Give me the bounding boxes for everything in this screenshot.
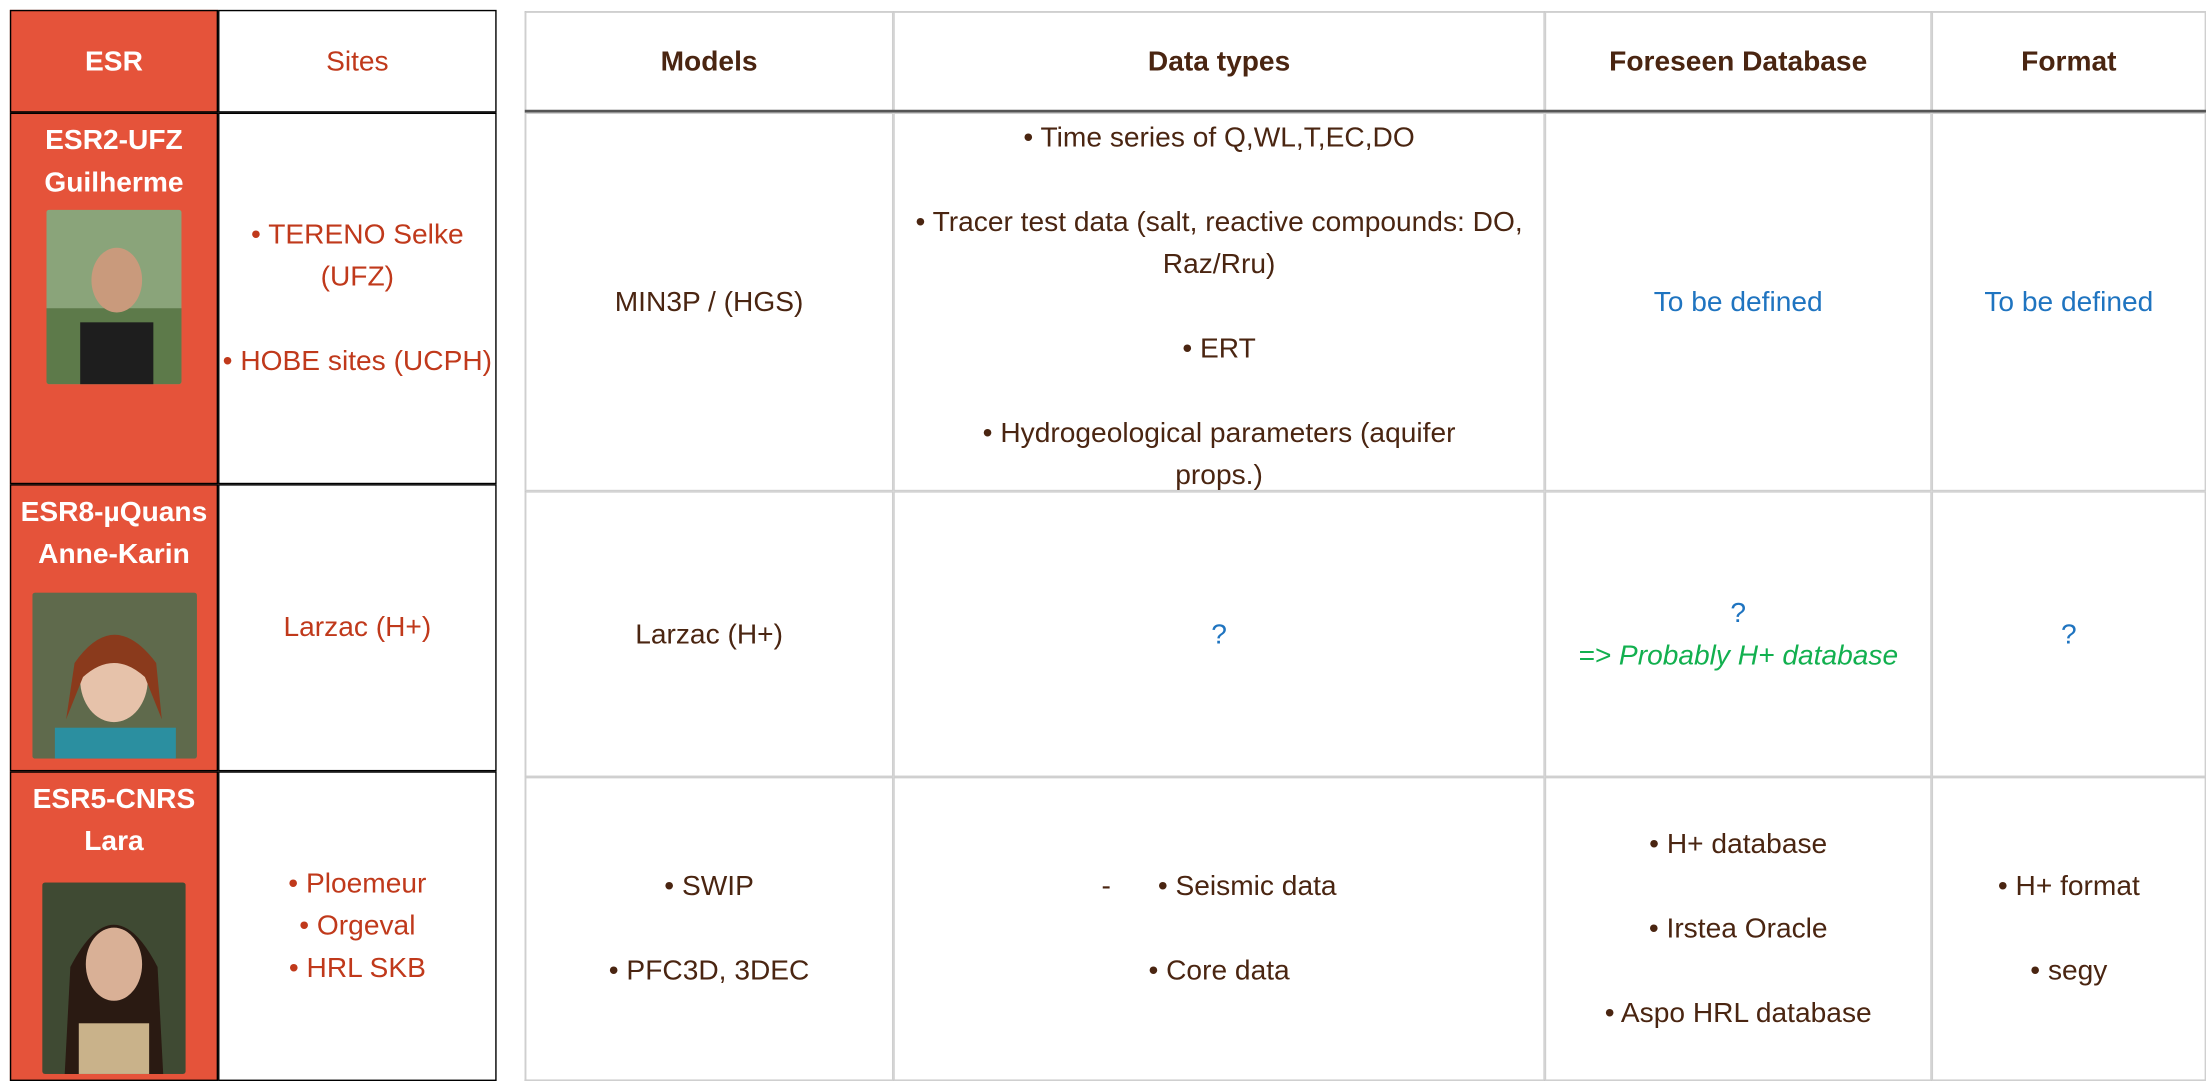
esr-name: ESR8-µQuans bbox=[20, 496, 208, 528]
header-text: Models bbox=[660, 45, 758, 77]
header-text: Foreseen Database bbox=[1609, 45, 1868, 77]
text: • Tracer test data (salt, reactive compo… bbox=[915, 206, 1523, 281]
header-text: Data types bbox=[1147, 45, 1291, 77]
text: • Aspo HRL database bbox=[1604, 997, 1872, 1029]
format-cell: ? bbox=[1931, 491, 2206, 777]
data-types-cell: • Time series of Q,WL,T,EC,DO • Tracer t… bbox=[893, 112, 1545, 491]
site: • TERENO Selke (UFZ) bbox=[251, 219, 464, 293]
text: • Irstea Oracle bbox=[1648, 913, 1828, 945]
photo bbox=[46, 209, 182, 385]
text: => Probably H+ database bbox=[1578, 639, 1899, 671]
data-types-cell: ? bbox=[893, 491, 1545, 777]
text: To be defined bbox=[1653, 286, 1823, 318]
photo bbox=[42, 882, 186, 1074]
esr-name: ESR5-CNRS bbox=[32, 784, 196, 815]
header-text: Sites bbox=[326, 45, 389, 77]
esr-person: Anne-Karin bbox=[38, 539, 190, 571]
format-cell: • H+ format • segy bbox=[1931, 776, 2206, 1081]
models-cell: • SWIP • PFC3D, 3DEC bbox=[524, 776, 894, 1081]
text: • Core data bbox=[1148, 955, 1290, 987]
text: • segy bbox=[2030, 955, 2108, 987]
header-cell: Format bbox=[1931, 11, 2206, 112]
header-cell: ESR bbox=[9, 9, 219, 113]
site: Larzac (H+) bbox=[283, 612, 432, 644]
text: • H+ format bbox=[1997, 871, 2140, 903]
esr-person: Guilherme bbox=[44, 167, 184, 199]
text: • H+ database bbox=[1649, 829, 1828, 861]
text: MIN3P / (HGS) bbox=[614, 286, 804, 318]
site: • Ploemeur bbox=[288, 868, 427, 900]
text: • SWIP bbox=[664, 871, 754, 903]
sites-cell: • TERENO Selke (UFZ) • HOBE sites (UCPH) bbox=[218, 112, 497, 485]
data-types-cell: - • Seismic data • Core data bbox=[893, 776, 1545, 1081]
header-text: ESR bbox=[85, 45, 143, 77]
text: ? bbox=[1211, 618, 1227, 650]
text: ? bbox=[1730, 597, 1747, 629]
text: - • Seismic data bbox=[1101, 871, 1337, 903]
esr-cell: ESR8-µQuans Anne-Karin bbox=[9, 484, 219, 772]
models-cell: Larzac (H+) bbox=[524, 491, 894, 777]
esr-person: Lara bbox=[84, 826, 144, 858]
text: • PFC3D, 3DEC bbox=[608, 955, 810, 987]
esr-cell: ESR2-UFZ Guilherme bbox=[9, 112, 219, 485]
sites-cell: • Ploemeur • Orgeval • HRL SKB bbox=[218, 771, 497, 1081]
site: • HRL SKB bbox=[288, 952, 426, 984]
header-cell: Models bbox=[524, 11, 894, 112]
text: ? bbox=[2061, 618, 2077, 650]
database-cell: • H+ database • Irstea Oracle • Aspo HRL… bbox=[1544, 776, 1932, 1081]
models-cell: MIN3P / (HGS) bbox=[524, 112, 894, 492]
database-cell: To be defined bbox=[1544, 112, 1932, 492]
database-cell: ? => Probably H+ database bbox=[1544, 491, 1932, 777]
site: • HOBE sites (UCPH) bbox=[222, 346, 493, 378]
text: • Time series of Q,WL,T,EC,DO bbox=[1023, 122, 1415, 154]
sites-cell: Larzac (H+) bbox=[218, 484, 497, 772]
esr-cell: ESR5-CNRS Lara bbox=[9, 771, 219, 1081]
header-cell: Data types bbox=[893, 11, 1545, 112]
header-text: Format bbox=[2021, 45, 2117, 77]
text: • ERT bbox=[1182, 333, 1256, 365]
text: • Hydrogeological parameters (aquifer pr… bbox=[982, 418, 1456, 492]
header-rule bbox=[524, 109, 2206, 113]
esr-name: ESR2-UFZ bbox=[45, 125, 183, 157]
site: • Orgeval bbox=[299, 910, 416, 942]
header-cell: Foreseen Database bbox=[1544, 11, 1932, 112]
photo bbox=[31, 592, 197, 759]
text: To be defined bbox=[1984, 286, 2154, 318]
format-cell: To be defined bbox=[1931, 112, 2206, 492]
header-cell: Sites bbox=[218, 9, 497, 113]
text: Larzac (H+) bbox=[635, 618, 783, 650]
